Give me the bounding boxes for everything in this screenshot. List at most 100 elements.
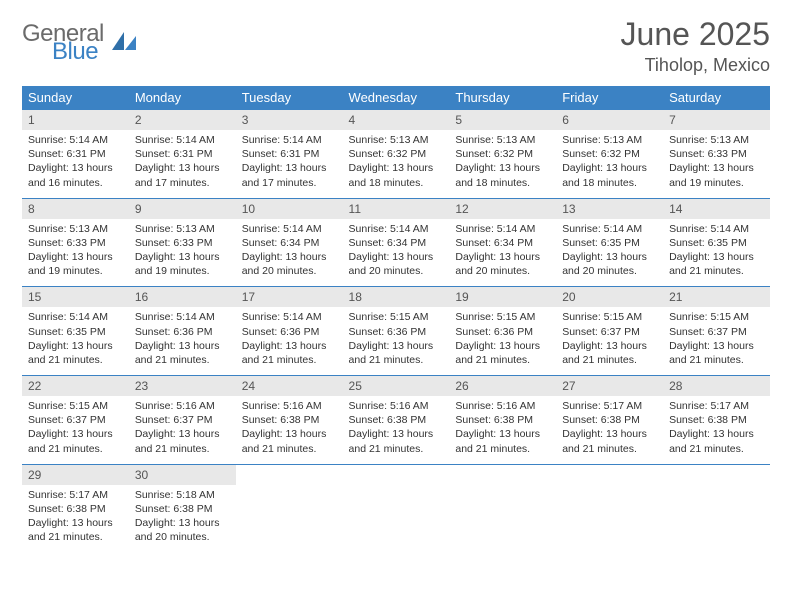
day-details: Sunrise: 5:14 AMSunset: 6:34 PMDaylight:… [343,219,450,287]
title-block: June 2025 Tiholop, Mexico [621,16,770,76]
calendar-week-row: 8Sunrise: 5:13 AMSunset: 6:33 PMDaylight… [22,198,770,287]
calendar-day-cell [556,464,663,552]
day-number: 29 [22,465,129,485]
calendar-day-cell: 30Sunrise: 5:18 AMSunset: 6:38 PMDayligh… [129,464,236,552]
day-number: 20 [556,287,663,307]
day-number: 13 [556,199,663,219]
calendar-day-cell: 16Sunrise: 5:14 AMSunset: 6:36 PMDayligh… [129,287,236,376]
calendar-day-cell: 24Sunrise: 5:16 AMSunset: 6:38 PMDayligh… [236,376,343,465]
day-details: Sunrise: 5:14 AMSunset: 6:36 PMDaylight:… [129,307,236,375]
day-number: 6 [556,110,663,130]
header: General Blue June 2025 Tiholop, Mexico [22,16,770,76]
calendar-day-cell: 10Sunrise: 5:14 AMSunset: 6:34 PMDayligh… [236,198,343,287]
day-number: 14 [663,199,770,219]
day-number: 1 [22,110,129,130]
calendar-week-row: 22Sunrise: 5:15 AMSunset: 6:37 PMDayligh… [22,376,770,465]
calendar-day-cell: 19Sunrise: 5:15 AMSunset: 6:36 PMDayligh… [449,287,556,376]
day-details: Sunrise: 5:15 AMSunset: 6:36 PMDaylight:… [449,307,556,375]
day-details: Sunrise: 5:14 AMSunset: 6:31 PMDaylight:… [22,130,129,198]
day-details: Sunrise: 5:17 AMSunset: 6:38 PMDaylight:… [556,396,663,464]
calendar-day-cell: 12Sunrise: 5:14 AMSunset: 6:34 PMDayligh… [449,198,556,287]
weekday-header: Wednesday [343,86,450,110]
calendar-day-cell: 2Sunrise: 5:14 AMSunset: 6:31 PMDaylight… [129,110,236,199]
day-details: Sunrise: 5:13 AMSunset: 6:33 PMDaylight:… [22,219,129,287]
day-details: Sunrise: 5:14 AMSunset: 6:35 PMDaylight:… [22,307,129,375]
calendar-day-cell [449,464,556,552]
page-title: June 2025 [621,16,770,53]
day-details: Sunrise: 5:18 AMSunset: 6:38 PMDaylight:… [129,485,236,553]
day-details: Sunrise: 5:16 AMSunset: 6:37 PMDaylight:… [129,396,236,464]
day-number: 24 [236,376,343,396]
day-number: 5 [449,110,556,130]
day-number: 3 [236,110,343,130]
calendar-day-cell: 5Sunrise: 5:13 AMSunset: 6:32 PMDaylight… [449,110,556,199]
calendar-day-cell: 13Sunrise: 5:14 AMSunset: 6:35 PMDayligh… [556,198,663,287]
day-number: 4 [343,110,450,130]
day-number: 15 [22,287,129,307]
calendar-day-cell: 21Sunrise: 5:15 AMSunset: 6:37 PMDayligh… [663,287,770,376]
day-details: Sunrise: 5:16 AMSunset: 6:38 PMDaylight:… [449,396,556,464]
calendar-day-cell: 18Sunrise: 5:15 AMSunset: 6:36 PMDayligh… [343,287,450,376]
day-details: Sunrise: 5:15 AMSunset: 6:37 PMDaylight:… [556,307,663,375]
calendar-day-cell [663,464,770,552]
weekday-header: Sunday [22,86,129,110]
day-details: Sunrise: 5:14 AMSunset: 6:31 PMDaylight:… [129,130,236,198]
calendar-week-row: 15Sunrise: 5:14 AMSunset: 6:35 PMDayligh… [22,287,770,376]
calendar-day-cell: 11Sunrise: 5:14 AMSunset: 6:34 PMDayligh… [343,198,450,287]
day-number: 23 [129,376,236,396]
day-number: 18 [343,287,450,307]
calendar-day-cell: 29Sunrise: 5:17 AMSunset: 6:38 PMDayligh… [22,464,129,552]
day-number: 25 [343,376,450,396]
logo-text-blue: Blue [52,40,104,64]
calendar-day-cell: 20Sunrise: 5:15 AMSunset: 6:37 PMDayligh… [556,287,663,376]
day-number: 11 [343,199,450,219]
logo-text-wrap: General Blue [22,22,104,64]
day-details: Sunrise: 5:13 AMSunset: 6:32 PMDaylight:… [556,130,663,198]
day-number: 8 [22,199,129,219]
day-details: Sunrise: 5:15 AMSunset: 6:37 PMDaylight:… [663,307,770,375]
day-number: 30 [129,465,236,485]
calendar-day-cell: 6Sunrise: 5:13 AMSunset: 6:32 PMDaylight… [556,110,663,199]
day-number: 2 [129,110,236,130]
day-number: 9 [129,199,236,219]
calendar-day-cell: 14Sunrise: 5:14 AMSunset: 6:35 PMDayligh… [663,198,770,287]
calendar-day-cell: 28Sunrise: 5:17 AMSunset: 6:38 PMDayligh… [663,376,770,465]
day-details: Sunrise: 5:13 AMSunset: 6:33 PMDaylight:… [129,219,236,287]
day-number: 19 [449,287,556,307]
day-number: 12 [449,199,556,219]
calendar-header-row: SundayMondayTuesdayWednesdayThursdayFrid… [22,86,770,110]
location-label: Tiholop, Mexico [621,55,770,76]
calendar-day-cell: 9Sunrise: 5:13 AMSunset: 6:33 PMDaylight… [129,198,236,287]
day-details: Sunrise: 5:13 AMSunset: 6:33 PMDaylight:… [663,130,770,198]
day-number: 27 [556,376,663,396]
day-details: Sunrise: 5:14 AMSunset: 6:34 PMDaylight:… [236,219,343,287]
logo-sail-icon [110,30,138,59]
day-number: 10 [236,199,343,219]
calendar-day-cell: 3Sunrise: 5:14 AMSunset: 6:31 PMDaylight… [236,110,343,199]
day-details: Sunrise: 5:14 AMSunset: 6:35 PMDaylight:… [556,219,663,287]
calendar-day-cell [343,464,450,552]
day-details: Sunrise: 5:14 AMSunset: 6:34 PMDaylight:… [449,219,556,287]
weekday-header: Thursday [449,86,556,110]
day-number: 16 [129,287,236,307]
calendar-day-cell: 8Sunrise: 5:13 AMSunset: 6:33 PMDaylight… [22,198,129,287]
calendar-day-cell: 27Sunrise: 5:17 AMSunset: 6:38 PMDayligh… [556,376,663,465]
day-details: Sunrise: 5:16 AMSunset: 6:38 PMDaylight:… [236,396,343,464]
calendar-day-cell: 4Sunrise: 5:13 AMSunset: 6:32 PMDaylight… [343,110,450,199]
weekday-header: Saturday [663,86,770,110]
day-details: Sunrise: 5:14 AMSunset: 6:31 PMDaylight:… [236,130,343,198]
calendar-day-cell: 23Sunrise: 5:16 AMSunset: 6:37 PMDayligh… [129,376,236,465]
calendar-day-cell: 25Sunrise: 5:16 AMSunset: 6:38 PMDayligh… [343,376,450,465]
weekday-header: Monday [129,86,236,110]
day-details: Sunrise: 5:13 AMSunset: 6:32 PMDaylight:… [343,130,450,198]
calendar-table: SundayMondayTuesdayWednesdayThursdayFrid… [22,86,770,552]
page: General Blue June 2025 Tiholop, Mexico S… [0,0,792,562]
day-details: Sunrise: 5:15 AMSunset: 6:36 PMDaylight:… [343,307,450,375]
calendar-day-cell: 15Sunrise: 5:14 AMSunset: 6:35 PMDayligh… [22,287,129,376]
day-number: 28 [663,376,770,396]
weekday-header: Friday [556,86,663,110]
day-details: Sunrise: 5:16 AMSunset: 6:38 PMDaylight:… [343,396,450,464]
calendar-day-cell: 26Sunrise: 5:16 AMSunset: 6:38 PMDayligh… [449,376,556,465]
calendar-day-cell [236,464,343,552]
calendar-body: 1Sunrise: 5:14 AMSunset: 6:31 PMDaylight… [22,110,770,553]
